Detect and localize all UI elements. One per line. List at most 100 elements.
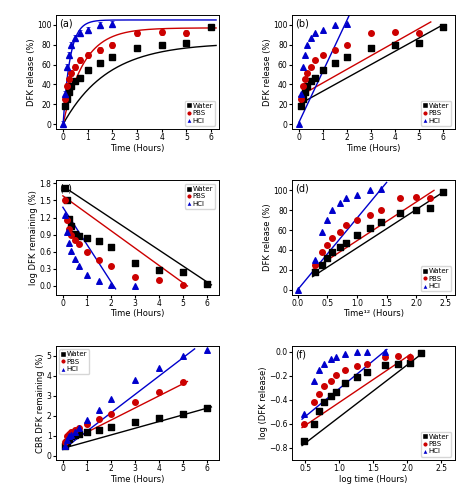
Point [300, 88, 308, 96]
Point [65, 214, 72, 222]
Point [63, 436, 70, 444]
Y-axis label: log DFK remaining (%): log DFK remaining (%) [29, 190, 38, 285]
X-axis label: Time (Hours): Time (Hours) [345, 144, 400, 152]
X-axis label: log time (Hours): log time (Hours) [338, 474, 407, 484]
Point [393, 352, 400, 360]
Point [107, 281, 114, 289]
X-axis label: Time¹² (Hours): Time¹² (Hours) [342, 309, 403, 318]
Point [67, 246, 75, 254]
Point [65, 430, 72, 438]
Point [396, 209, 403, 217]
Point [405, 352, 413, 360]
Point [67, 428, 75, 436]
Point [342, 239, 349, 247]
Y-axis label: DFK release (%): DFK release (%) [262, 38, 271, 106]
Legend: Water, PBS, HCl: Water, PBS, HCl [420, 100, 450, 126]
Point [377, 206, 384, 214]
Point [179, 378, 186, 386]
Point [61, 442, 69, 450]
Point [67, 432, 75, 440]
Point [396, 194, 403, 202]
Point [332, 352, 339, 360]
Point [294, 286, 301, 294]
Point [365, 224, 373, 232]
Point [352, 348, 360, 356]
Text: (f): (f) [294, 350, 306, 360]
Point [131, 376, 138, 384]
Point [107, 262, 114, 270]
X-axis label: Time (Hours): Time (Hours) [110, 309, 164, 318]
Point [67, 431, 75, 439]
Point [63, 228, 70, 236]
Point [326, 355, 333, 363]
Point [307, 78, 314, 86]
Point [95, 238, 102, 246]
Point [332, 370, 339, 378]
X-axis label: Time (Hours): Time (Hours) [110, 474, 164, 484]
Point [319, 66, 326, 74]
Point [63, 196, 70, 204]
Point [294, 120, 302, 128]
Point [335, 243, 343, 251]
Point [332, 388, 339, 396]
Point [300, 76, 308, 84]
Point [179, 281, 186, 289]
Point [300, 437, 307, 445]
Y-axis label: DFK release (%): DFK release (%) [262, 204, 271, 272]
Point [95, 415, 102, 423]
Text: (a): (a) [59, 18, 72, 28]
Point [179, 352, 186, 360]
Point [83, 234, 90, 242]
Point [63, 432, 70, 440]
Point [75, 424, 82, 432]
Text: (b): (b) [294, 18, 308, 28]
Point [352, 216, 360, 224]
Point [319, 26, 326, 34]
Point [328, 248, 335, 256]
Point [71, 255, 78, 263]
Point [155, 364, 162, 372]
Point [335, 200, 343, 207]
Point [297, 102, 304, 110]
Point [65, 435, 72, 443]
Point [393, 360, 400, 368]
Point [75, 430, 82, 438]
Point [299, 62, 306, 70]
Point [83, 416, 90, 424]
Point [311, 29, 318, 37]
Point [377, 218, 384, 226]
Point [380, 348, 388, 356]
Point [61, 210, 69, 218]
Point [352, 373, 360, 381]
Point [366, 29, 374, 37]
Point [131, 282, 138, 290]
Point [365, 186, 373, 194]
Point [335, 228, 343, 236]
Point [326, 376, 333, 384]
Point [179, 410, 186, 418]
Point [202, 346, 210, 354]
Point [131, 258, 138, 266]
X-axis label: Time (Hours): Time (Hours) [110, 144, 164, 152]
Point [307, 34, 314, 42]
Point [352, 362, 360, 370]
Point [107, 423, 114, 431]
Point [311, 74, 318, 82]
Point [352, 231, 360, 239]
Point [83, 428, 90, 436]
Point [390, 41, 398, 49]
Point [319, 398, 327, 406]
Point [299, 82, 306, 90]
Legend: Water, PBS, HCl: Water, PBS, HCl [420, 266, 450, 291]
Point [131, 418, 138, 426]
Point [61, 196, 69, 204]
Point [340, 350, 348, 358]
Point [65, 225, 72, 233]
Point [71, 236, 78, 244]
Point [75, 424, 82, 432]
Y-axis label: DFK release (%): DFK release (%) [26, 38, 36, 106]
Point [366, 44, 374, 52]
Point [365, 211, 373, 219]
Y-axis label: log (DFK release): log (DFK release) [258, 366, 267, 439]
Point [340, 366, 348, 374]
